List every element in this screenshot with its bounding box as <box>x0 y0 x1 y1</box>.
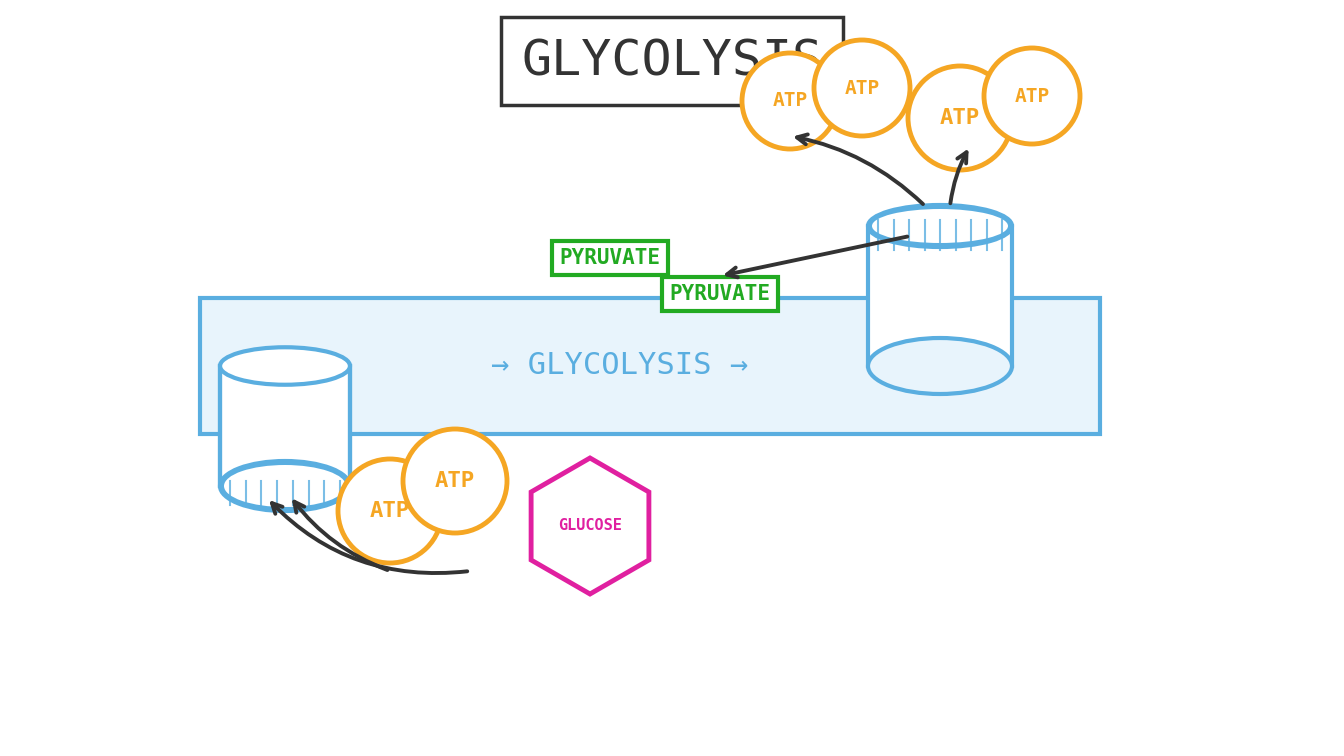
Bar <box>870 226 1009 366</box>
Bar <box>222 366 348 486</box>
Text: ATP: ATP <box>1015 86 1050 106</box>
Ellipse shape <box>220 347 349 385</box>
Ellipse shape <box>868 205 1012 247</box>
Text: GLYCOLYSIS: GLYCOLYSIS <box>521 37 823 85</box>
Text: ATP: ATP <box>773 91 808 110</box>
Circle shape <box>909 66 1012 170</box>
Text: ATP: ATP <box>844 79 879 98</box>
Ellipse shape <box>872 209 1008 243</box>
Text: ATP: ATP <box>370 501 410 521</box>
Text: PYRUVATE: PYRUVATE <box>669 284 770 304</box>
Ellipse shape <box>224 465 345 507</box>
FancyArrowPatch shape <box>294 502 387 570</box>
Circle shape <box>742 53 839 149</box>
Text: GLUCOSE: GLUCOSE <box>558 519 622 534</box>
Polygon shape <box>531 458 649 594</box>
Text: ATP: ATP <box>435 471 474 491</box>
Text: → GLYCOLYSIS →: → GLYCOLYSIS → <box>492 352 749 380</box>
FancyArrowPatch shape <box>950 152 966 203</box>
Circle shape <box>337 459 442 563</box>
Text: ATP: ATP <box>939 108 980 128</box>
FancyArrowPatch shape <box>797 135 923 204</box>
Ellipse shape <box>220 461 349 511</box>
Text: PYRUVATE: PYRUVATE <box>559 248 660 268</box>
Ellipse shape <box>868 338 1012 394</box>
Circle shape <box>814 40 910 136</box>
FancyBboxPatch shape <box>200 298 1099 434</box>
FancyArrowPatch shape <box>727 237 907 277</box>
FancyArrowPatch shape <box>271 503 468 573</box>
Circle shape <box>403 429 507 533</box>
Circle shape <box>984 48 1081 144</box>
FancyBboxPatch shape <box>220 366 349 486</box>
